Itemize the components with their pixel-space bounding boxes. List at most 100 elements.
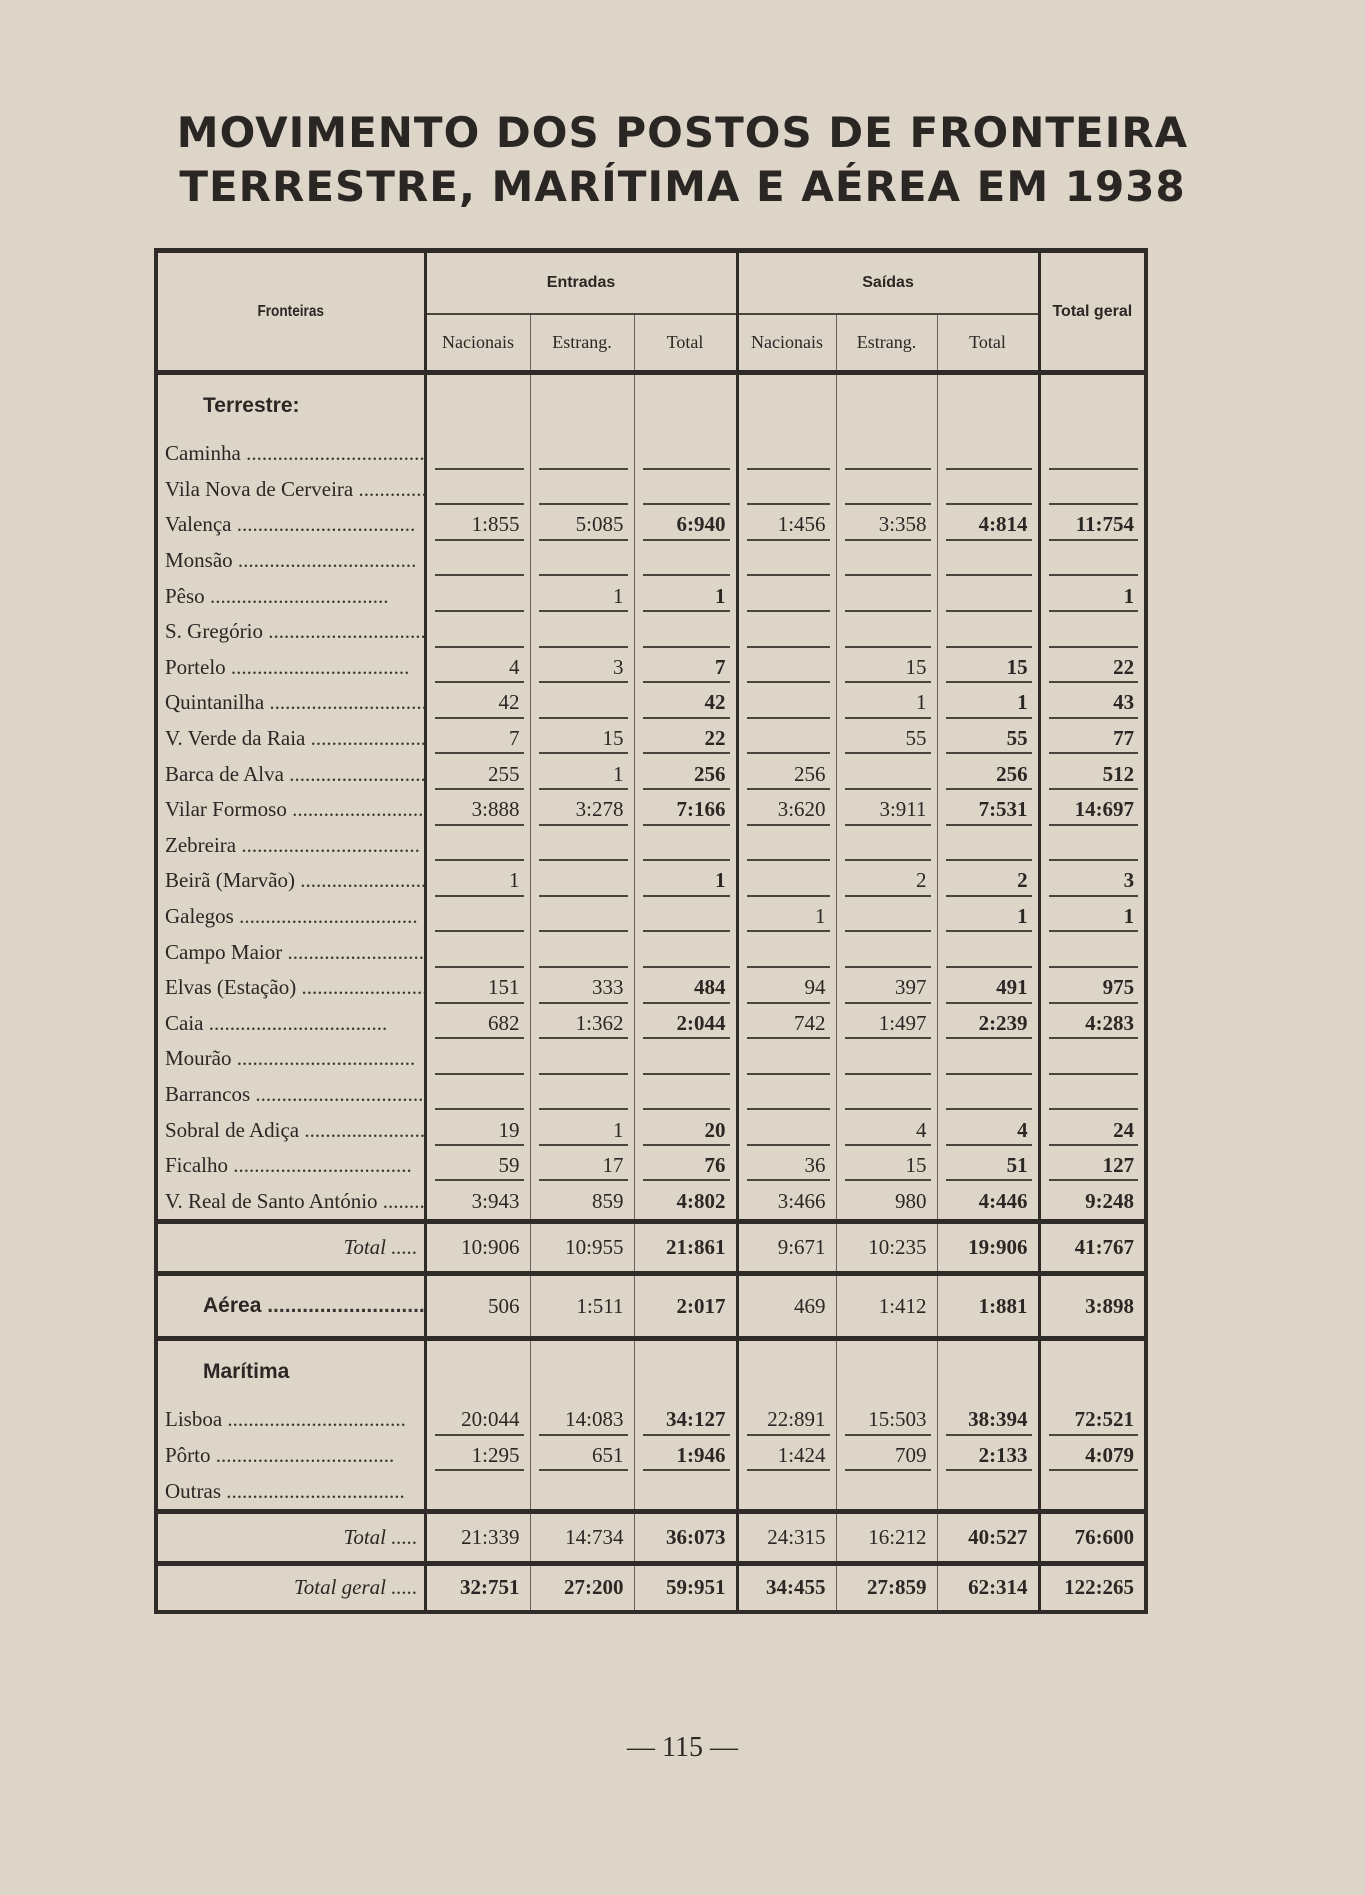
value-cell [835, 1041, 938, 1077]
cell-underline [1048, 752, 1139, 755]
value-cell: 14:697 [1037, 791, 1147, 828]
leader-dots: .................................. [269, 690, 425, 715]
cell-underline [844, 1469, 931, 1472]
cell-underline [945, 1143, 1032, 1146]
value-cell [633, 1041, 738, 1077]
value-text: 59:951 [666, 1575, 726, 1600]
value-text: 51 [1006, 1153, 1028, 1178]
value-text: 3:898 [1085, 1293, 1135, 1318]
value-cell: 682 [423, 1005, 530, 1042]
value-text: 27:859 [867, 1575, 927, 1600]
row-label: Pêso .................................. [156, 578, 425, 614]
value-cell: 3:466 [735, 1183, 837, 1222]
value-cell: 1:881 [936, 1271, 1040, 1342]
value-cell [936, 578, 1040, 614]
value-text: 2 [1017, 868, 1028, 893]
value-cell [835, 1076, 938, 1113]
leader-dots: .................................. [204, 583, 389, 608]
value-cell [529, 863, 634, 899]
cell-underline [945, 894, 1032, 897]
value-text: 38:394 [968, 1407, 1028, 1432]
value-cell: 4:079 [1037, 1437, 1147, 1474]
value-text: 1:946 [676, 1442, 726, 1467]
value-text: 1 [613, 583, 624, 608]
value-cell: 2:044 [633, 1005, 738, 1042]
leader-dots: .................................. [225, 654, 410, 679]
row-label-text: V. Verde da Raia [165, 726, 306, 751]
row-label: Elvas (Estação) ........................… [156, 970, 425, 1006]
leader-dots: .................................. [222, 1407, 406, 1432]
cell-underline [434, 681, 524, 684]
row-label-text: Marítima [203, 1359, 290, 1383]
value-cell: 1 [1037, 898, 1147, 935]
value-text: 1 [715, 583, 726, 608]
value-cell: 255 [423, 756, 530, 792]
value-cell [529, 542, 634, 579]
value-cell [835, 542, 938, 579]
value-text: 22 [1113, 654, 1135, 679]
value-cell [423, 471, 530, 508]
border-movement-table: Fronteiras Entradas Saídas Total geral N… [154, 248, 1149, 1614]
value-cell: 15 [835, 649, 938, 686]
value-text: 24 [1113, 1117, 1135, 1142]
value-text: 1:881 [978, 1293, 1028, 1318]
value-cell: 1:362 [529, 1005, 634, 1042]
value-cell [633, 1338, 738, 1403]
cell-underline [642, 574, 730, 577]
value-cell: 19:906 [936, 1219, 1040, 1274]
cell-underline [642, 1179, 730, 1182]
row-label-text: S. Gregório [165, 619, 263, 644]
header-entradas-estrang: Estrang. [529, 314, 634, 373]
value-text: 2:239 [978, 1010, 1028, 1035]
cell-underline [844, 681, 931, 684]
value-cell: 4 [835, 1112, 938, 1148]
value-text: 7:166 [676, 797, 726, 822]
value-text: 2 [916, 868, 927, 893]
value-cell: 7 [423, 720, 530, 757]
value-text: 709 [895, 1442, 927, 1467]
value-cell [423, 436, 530, 472]
value-cell: 256 [936, 756, 1040, 792]
table-row: Mourão .................................… [156, 1041, 1147, 1077]
value-text: 2:044 [676, 1010, 726, 1035]
leader-dots: .................................. [310, 726, 425, 751]
cell-underline [642, 1469, 730, 1472]
value-text: 76:600 [1074, 1524, 1135, 1549]
row-label: Barca de Alva ..........................… [156, 756, 425, 792]
cell-underline [642, 1072, 730, 1075]
cell-underline [642, 1433, 730, 1436]
value-cell [423, 542, 530, 579]
row-label: Lisboa .................................… [156, 1402, 425, 1438]
value-text: 1 [1017, 690, 1028, 715]
value-text: 151 [488, 975, 520, 1000]
value-text: 55 [905, 726, 927, 751]
value-text: 27:200 [564, 1575, 624, 1600]
row-label-text: Quintanilha [165, 690, 265, 715]
cell-underline [434, 1143, 524, 1146]
value-cell: 15:503 [835, 1402, 938, 1438]
value-cell: 32:751 [423, 1560, 530, 1612]
cell-underline [642, 467, 730, 470]
value-text: 3 [613, 654, 624, 679]
value-cell [835, 372, 938, 436]
value-cell: 122:265 [1037, 1560, 1147, 1612]
value-cell: 1:424 [735, 1437, 837, 1474]
row-label-text: Total [343, 1524, 386, 1549]
value-text: 1 [1123, 583, 1135, 608]
value-cell [936, 1338, 1040, 1403]
value-cell [633, 542, 738, 579]
value-cell: 17 [529, 1147, 634, 1184]
cell-underline [1048, 1037, 1139, 1040]
row-label-text: Sobral de Adiça [165, 1117, 300, 1142]
row-label: V. Verde da Raia .......................… [156, 721, 425, 757]
value-cell [735, 1338, 837, 1403]
cell-underline [746, 1037, 830, 1040]
value-cell [529, 436, 634, 472]
value-cell: 980 [835, 1183, 938, 1222]
cell-underline [945, 1433, 1032, 1436]
value-cell [936, 542, 1040, 579]
value-text: 34:127 [666, 1407, 726, 1432]
cell-underline [538, 1072, 628, 1075]
value-cell [423, 1076, 530, 1113]
cell-underline [538, 1108, 628, 1111]
